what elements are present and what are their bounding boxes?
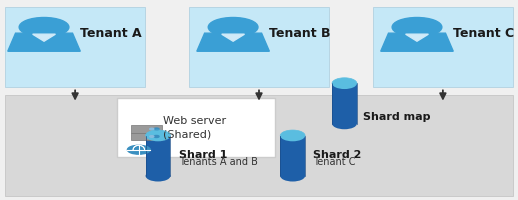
Circle shape: [150, 136, 154, 138]
Circle shape: [392, 18, 442, 38]
Text: Shard 2: Shard 2: [313, 149, 362, 159]
FancyBboxPatch shape: [332, 84, 357, 124]
Text: Tenant A: Tenant A: [80, 27, 142, 39]
FancyBboxPatch shape: [146, 136, 170, 176]
FancyBboxPatch shape: [117, 99, 275, 157]
Ellipse shape: [280, 130, 305, 142]
Text: Tenant C: Tenant C: [453, 27, 514, 39]
Polygon shape: [381, 34, 453, 52]
Text: Tenant B: Tenant B: [269, 27, 331, 39]
Polygon shape: [8, 34, 80, 52]
FancyBboxPatch shape: [131, 133, 162, 140]
FancyBboxPatch shape: [373, 8, 513, 88]
FancyBboxPatch shape: [131, 126, 162, 133]
Polygon shape: [197, 34, 269, 52]
Text: Tenant C: Tenant C: [313, 156, 356, 166]
FancyBboxPatch shape: [189, 8, 329, 88]
Text: Tenants A and B: Tenants A and B: [179, 156, 257, 166]
Polygon shape: [222, 35, 244, 42]
FancyBboxPatch shape: [280, 136, 305, 176]
Ellipse shape: [332, 118, 357, 130]
Ellipse shape: [146, 130, 170, 142]
Text: Shard map: Shard map: [363, 111, 430, 121]
Circle shape: [154, 136, 159, 138]
FancyBboxPatch shape: [5, 96, 513, 196]
Polygon shape: [33, 35, 55, 42]
Ellipse shape: [146, 170, 170, 182]
Polygon shape: [406, 35, 428, 42]
Ellipse shape: [332, 78, 357, 90]
Circle shape: [150, 129, 154, 130]
Ellipse shape: [280, 170, 305, 182]
Text: Web server
(Shared): Web server (Shared): [163, 115, 226, 139]
Circle shape: [19, 18, 69, 38]
Circle shape: [154, 128, 159, 130]
FancyBboxPatch shape: [5, 8, 145, 88]
Circle shape: [127, 146, 150, 154]
Text: Shard 1: Shard 1: [179, 149, 227, 159]
Circle shape: [208, 18, 258, 38]
